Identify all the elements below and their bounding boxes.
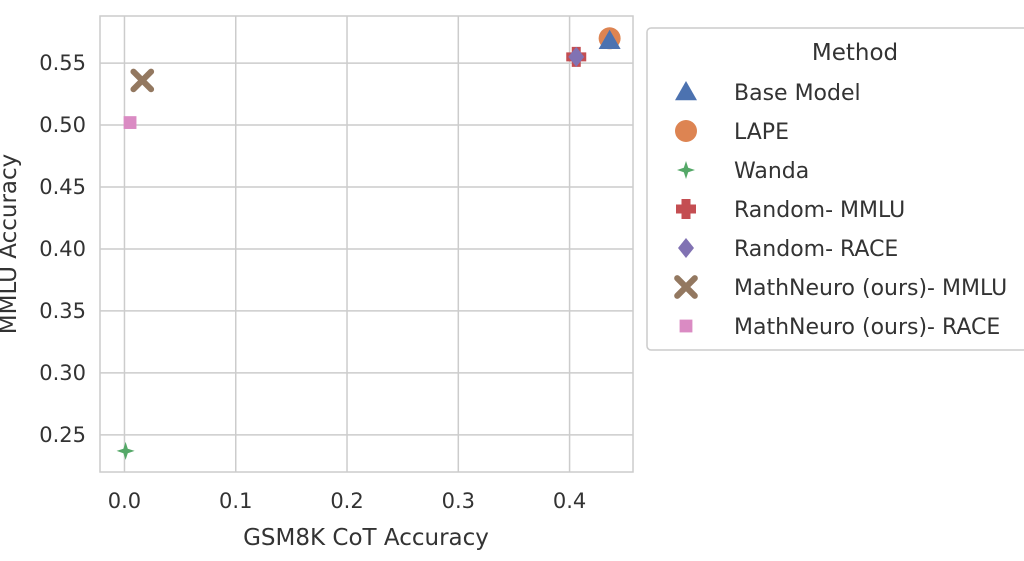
legend-frame	[646, 27, 1024, 351]
legend-marker-mathneuro-ours-race	[679, 319, 693, 333]
point-random-race	[568, 46, 585, 67]
legend-marker-base-model	[675, 81, 697, 101]
point-mathneuro-ours-mmlu	[130, 68, 155, 93]
x-tick-label: 0.2	[330, 489, 363, 513]
data-points	[116, 27, 621, 460]
y-tick-label: 0.30	[39, 361, 86, 385]
y-tick-label: 0.55	[39, 51, 86, 75]
legend-label-lape: LAPE	[734, 120, 789, 145]
grid	[100, 16, 633, 472]
legend-label-wanda: Wanda	[734, 159, 809, 184]
point-mathneuro-ours-race	[123, 116, 137, 129]
legend-title: Method	[812, 40, 898, 66]
legend-label-mathneuro-ours-mmlu: MathNeuro (ours)- MMLU	[734, 276, 1007, 301]
legend-label-random-mmlu: Random- MMLU	[734, 198, 905, 223]
legend: Method Base Model LAPE Wanda Random- MMLU Ra…	[646, 27, 1024, 351]
legend-marker-lape	[675, 120, 697, 142]
legend-marker-wanda	[677, 161, 695, 179]
plot-area	[99, 15, 634, 473]
x-axis-title: GSM8K CoT Accuracy	[243, 525, 489, 551]
legend-marker-random-race	[678, 238, 694, 258]
legend-marker-random-mmlu	[676, 199, 696, 219]
y-tick-label: 0.50	[39, 113, 86, 137]
y-tick-label: 0.25	[39, 423, 86, 447]
legend-label-random-race: Random- RACE	[734, 237, 898, 262]
x-tick-label: 0.3	[442, 489, 475, 513]
legend-label-base-model: Base Model	[734, 81, 861, 106]
legend-entries: Base Model LAPE Wanda Random- MMLU Random- R…	[674, 81, 1007, 340]
y-axis-ticks: 0.25 0.30 0.35 0.40 0.45 0.50 0.55	[39, 51, 86, 447]
x-axis-ticks: 0.0 0.1 0.2 0.3 0.4	[108, 489, 587, 513]
legend-label-mathneuro-ours-race: MathNeuro (ours)- RACE	[734, 315, 1000, 340]
x-tick-label: 0.1	[219, 489, 252, 513]
y-tick-label: 0.45	[39, 175, 86, 199]
y-tick-label: 0.40	[39, 237, 86, 261]
x-tick-label: 0.4	[553, 489, 586, 513]
legend-marker-mathneuro-ours-mmlu	[674, 275, 698, 299]
point-wanda	[116, 441, 135, 460]
y-axis-title: MMLU Accuracy	[0, 154, 22, 335]
point-base-model	[598, 29, 621, 50]
x-tick-label: 0.0	[108, 489, 141, 513]
y-tick-label: 0.35	[39, 299, 86, 323]
